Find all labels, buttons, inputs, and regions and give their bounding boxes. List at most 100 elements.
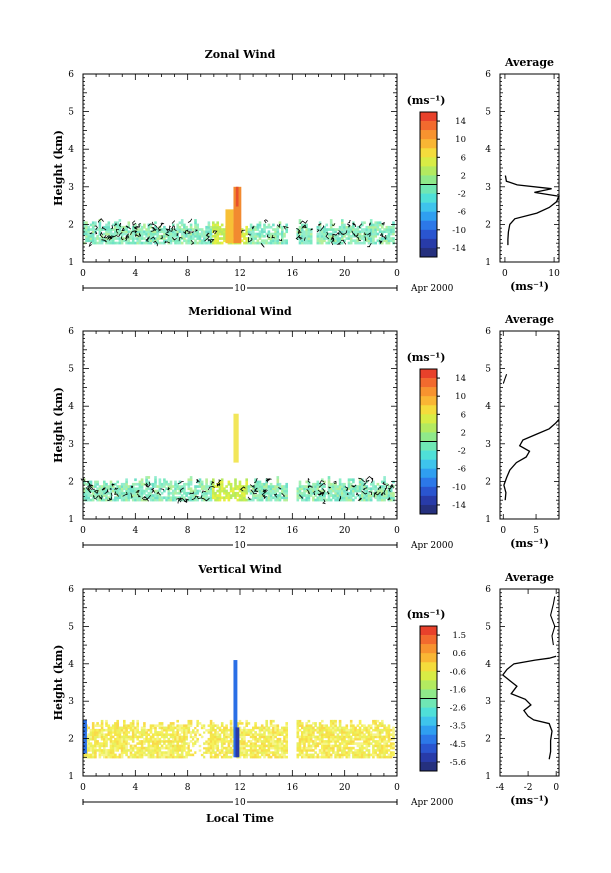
data-cell [114,221,117,225]
data-cell [363,485,366,488]
data-cell [327,239,331,243]
data-cell [323,724,326,727]
data-cell [389,737,393,741]
data-cell [243,232,246,236]
data-cell [323,496,326,500]
data-cell [192,737,195,741]
colorbar-swatch [420,175,437,185]
y-tick-label: 2 [68,735,74,745]
data-cell [323,237,326,240]
data-cell [123,719,126,723]
data-cell [209,230,213,234]
data-cell [131,726,135,730]
data-cell [103,733,106,736]
data-cell [269,719,273,723]
avg-x-tick-label: 0 [500,526,506,536]
data-cell [216,737,219,741]
data-cell [200,239,204,243]
data-cell [214,740,217,743]
data-cell [85,753,88,757]
data-cell [354,232,357,236]
data-cell [303,746,306,750]
data-cell [94,749,97,752]
data-cell [374,740,377,743]
data-cell [325,228,328,231]
data-cell [103,239,106,243]
data-cell [301,225,304,229]
data-cell [338,228,342,231]
data-cell [172,733,175,736]
data-cell [189,498,193,502]
data-cell [354,731,357,734]
contour-line [384,484,389,490]
data-cell [183,746,186,750]
data-cell [352,223,355,227]
data-cell [274,731,277,734]
colorbar-swatch [420,477,437,488]
data-cell [116,496,119,500]
data-cell [111,735,115,739]
data-cell [269,724,273,727]
data-cell [327,735,331,739]
data-cell [298,234,302,238]
data-cell [387,239,391,243]
data-cell [87,239,90,243]
data-cell [232,744,235,748]
data-cell [383,746,386,750]
data-cell [372,237,375,240]
data-cell [385,234,389,238]
data-cell [207,724,211,727]
data-cell [372,225,375,229]
data-cell [347,746,351,750]
data-cell [89,755,93,759]
data-cell [203,237,206,240]
data-cell [392,491,395,495]
data-cell [256,239,260,243]
data-cell [105,498,108,502]
data-cell [305,225,308,229]
data-cell [125,753,128,757]
data-cell [336,737,340,741]
data-cell [354,228,357,231]
data-cell [227,728,231,732]
data-cell [160,744,164,748]
data-cell [245,485,248,488]
data-cell [305,494,308,497]
data-cell [336,498,340,502]
data-cell [361,728,364,732]
data-cell [285,496,288,500]
data-cell [143,749,146,752]
data-cell [260,753,264,757]
data-cell [321,719,324,723]
data-cell [138,241,142,245]
data-cell [338,722,342,725]
data-cell [136,749,139,752]
data-cell [372,755,375,759]
data-cell [118,228,122,231]
data-cell [91,228,95,231]
data-cell [91,735,95,739]
data-cell [387,228,391,231]
data-cell [252,230,255,234]
data-cell [96,722,99,725]
contour-line [298,236,303,240]
data-cell [363,221,366,225]
data-cell [205,489,208,493]
data-cell [178,755,182,759]
data-cell [140,491,144,495]
data-cell [220,487,224,491]
data-cell [145,737,148,741]
data-cell [96,241,99,245]
data-cell [209,489,213,493]
data-cell [341,234,344,238]
data-cell [367,728,371,732]
data-cell [109,489,113,493]
contour-line [165,233,170,237]
data-cell [165,744,168,748]
data-cell [318,731,322,734]
data-cell [329,232,333,236]
data-cell [98,753,102,757]
data-cell [265,728,268,732]
data-cell [87,491,90,495]
